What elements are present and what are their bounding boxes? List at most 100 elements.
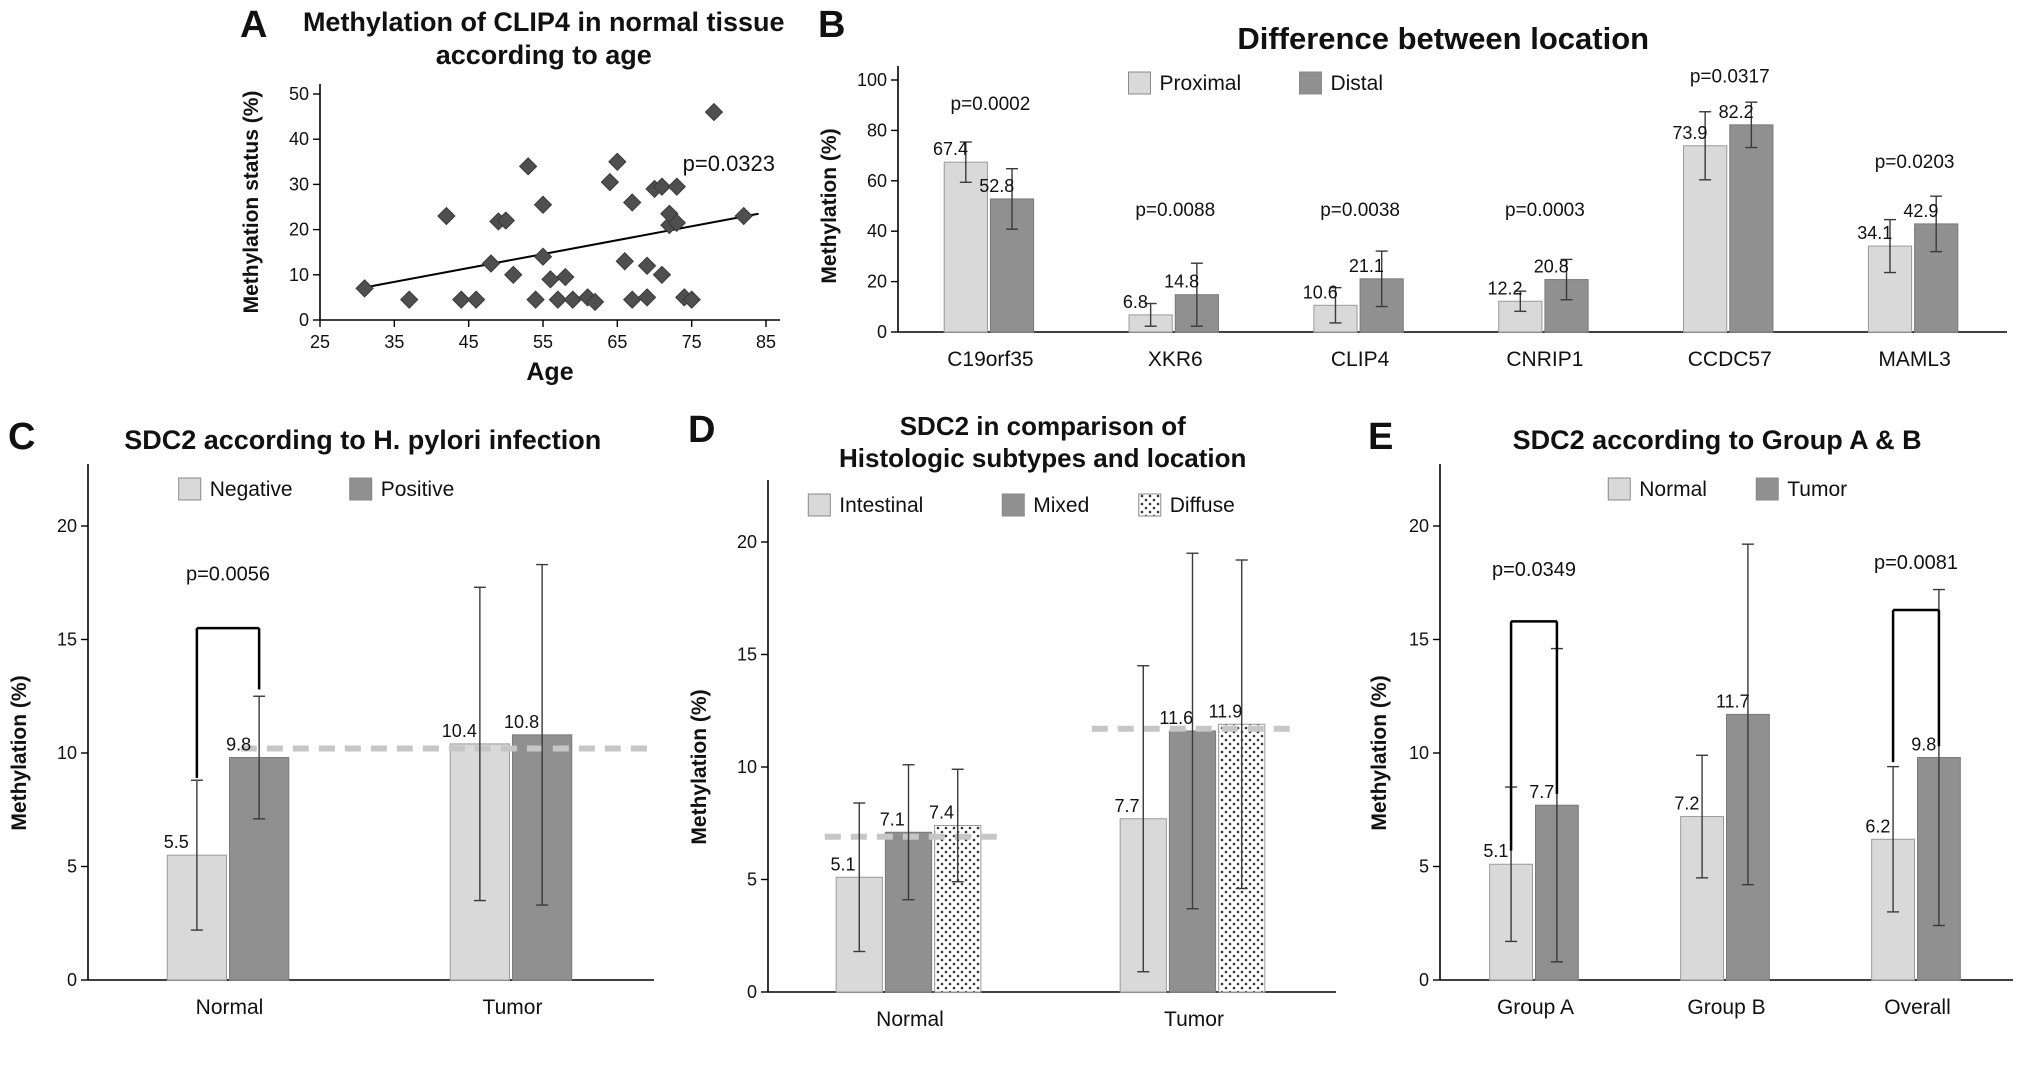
y-tick-label: 80 bbox=[867, 120, 887, 140]
legend-swatch-negative bbox=[178, 477, 202, 501]
panel-d-title: SDC2 in comparison of Histologic subtype… bbox=[729, 411, 1356, 474]
y-tick-label: 30 bbox=[289, 174, 309, 194]
trend-line bbox=[364, 212, 759, 289]
legend-swatch-normal bbox=[1607, 477, 1631, 501]
scatter-point bbox=[585, 292, 605, 312]
category-label: Tumor bbox=[483, 996, 543, 1019]
legend-label-tumor: Tumor bbox=[1787, 478, 1847, 501]
y-tick-label: 15 bbox=[737, 645, 757, 665]
bar-value-label: 10.8 bbox=[504, 712, 539, 732]
bar-value-label: 6.8 bbox=[1123, 292, 1148, 312]
scatter-point bbox=[548, 290, 568, 309]
bar-value-label: 7.2 bbox=[1674, 793, 1699, 813]
y-tick-label: 20 bbox=[289, 219, 309, 239]
y-tick-label: 50 bbox=[289, 84, 309, 104]
y-tick-label: 5 bbox=[747, 870, 757, 890]
legend-label-proximal: Proximal bbox=[1159, 72, 1241, 95]
scatter-point bbox=[504, 265, 523, 284]
bar-value-label: 9.8 bbox=[1911, 734, 1936, 754]
bar-value-label: 52.8 bbox=[979, 176, 1014, 196]
legend-swatch-intestinal bbox=[807, 493, 831, 517]
legend-label-normal: Normal bbox=[1639, 478, 1707, 501]
scatter-point bbox=[600, 172, 620, 192]
bar-value-label: 9.8 bbox=[226, 734, 251, 754]
scatter-point bbox=[533, 247, 553, 266]
panel-a-title: Methylation of CLIP4 in normal tissue ac… bbox=[281, 6, 806, 72]
y-tick-label: 0 bbox=[1419, 970, 1429, 990]
bar-value-label: 73.9 bbox=[1672, 123, 1707, 143]
scatter-point bbox=[541, 269, 560, 289]
panel-c-label: C bbox=[8, 416, 36, 458]
panel-b-title: Difference between location bbox=[859, 6, 2027, 58]
y-axis-title: Methylation (%) bbox=[818, 128, 841, 283]
bar-value-label: 34.1 bbox=[1857, 223, 1892, 243]
y-tick-label: 10 bbox=[57, 743, 77, 763]
panel-a-header: A Methylation of CLIP4 in normal tissue … bbox=[232, 0, 810, 72]
panel-b-title-line-1: Difference between location bbox=[1237, 21, 1650, 56]
y-tick-label: 5 bbox=[67, 856, 77, 876]
y-tick-label: 10 bbox=[1409, 743, 1429, 763]
category-label: CLIP4 bbox=[1331, 348, 1390, 371]
bar-value-label: 10.6 bbox=[1303, 282, 1338, 302]
panel-b-chart: 0 20 40 60 80 100 Methylation (%) C19orf35 XKR6 C… bbox=[810, 58, 2031, 390]
legend-label-positive: Positive bbox=[381, 478, 455, 501]
y-tick-label: 20 bbox=[737, 532, 757, 552]
scatter-point bbox=[652, 265, 672, 284]
legend-swatch-distal bbox=[1298, 71, 1322, 95]
category-label: Normal bbox=[876, 1008, 944, 1031]
legend-swatch-diffuse bbox=[1138, 493, 1162, 517]
bar-value-label: 7.4 bbox=[929, 803, 954, 823]
legend-label-diffuse: Diffuse bbox=[1170, 494, 1235, 517]
scatter-point bbox=[526, 290, 545, 309]
y-axis-title: Methylation (%) bbox=[688, 690, 711, 845]
scatter-point bbox=[399, 290, 419, 309]
y-tick-label: 100 bbox=[857, 70, 887, 90]
bar-value-label: 11.9 bbox=[1209, 702, 1243, 722]
y-tick-label: 10 bbox=[289, 265, 309, 285]
bar-value-label: 7.7 bbox=[1529, 782, 1554, 802]
scatter-chart-svg: 0 10 20 30 40 50 25 35 45 55 65 75 85 Methylation sta… bbox=[240, 83, 780, 386]
scatter-point bbox=[667, 177, 687, 196]
panel-c: C SDC2 according to H. pylori infection … bbox=[0, 412, 680, 1091]
bar-value-label: 10.4 bbox=[442, 721, 477, 741]
scatter-point bbox=[563, 290, 582, 309]
bar-value-label: 82.2 bbox=[1719, 102, 1754, 122]
p-value-annotation: p=0.0003 bbox=[1505, 200, 1585, 221]
category-label: CNRIP1 bbox=[1506, 348, 1583, 371]
legend-swatch-mixed bbox=[1001, 493, 1025, 517]
y-tick-label: 0 bbox=[877, 322, 887, 342]
y-tick-label: 15 bbox=[1409, 629, 1429, 649]
panel-d-chart: 0 5 10 15 20 Methylation (%) Normal Tumor 5.1 7.7… bbox=[680, 474, 1360, 1070]
bar-value-label: 12.2 bbox=[1488, 278, 1523, 298]
panel-c-chart: 0 5 10 15 20 Methylation (%) Normal Tumor 5.5 10.… bbox=[0, 458, 680, 1058]
panel-a-chart: 0 10 20 30 40 50 25 35 45 55 65 75 85 Methylation sta… bbox=[232, 72, 810, 390]
scatter-point bbox=[466, 290, 486, 309]
x-tick-label: 85 bbox=[756, 332, 776, 352]
scatter-point bbox=[533, 195, 553, 214]
panel-c-title: SDC2 according to H. pylori infection bbox=[49, 418, 676, 457]
legend-label-distal: Distal bbox=[1330, 72, 1383, 95]
p-value-annotation: p=0.0088 bbox=[1135, 200, 1215, 221]
y-tick-label: 5 bbox=[1419, 856, 1429, 876]
y-tick-label: 15 bbox=[57, 629, 77, 649]
category-label: Group A bbox=[1497, 996, 1574, 1019]
scatter-point bbox=[481, 254, 501, 273]
bar-ccdc57-distal bbox=[1729, 124, 1774, 333]
scatter-point bbox=[622, 193, 642, 212]
category-label: CCDC57 bbox=[1688, 348, 1772, 371]
category-label: C19orf35 bbox=[947, 348, 1033, 371]
p-value-annotation: p=0.0038 bbox=[1320, 200, 1400, 221]
bar-value-label: 42.9 bbox=[1903, 201, 1938, 221]
panel-d-label: D bbox=[688, 409, 716, 451]
y-tick-label: 40 bbox=[289, 129, 309, 149]
panel-e-title-line-1: SDC2 according to Group A & B bbox=[1512, 425, 1922, 455]
x-tick-label: 65 bbox=[607, 332, 627, 352]
panel-a-label: A bbox=[240, 4, 268, 46]
bar-value-label: 7.1 bbox=[880, 810, 905, 830]
scatter-point bbox=[615, 251, 634, 271]
bar-value-label: 67.4 bbox=[933, 139, 968, 159]
legend-label-negative: Negative bbox=[210, 478, 293, 501]
panel-a: A Methylation of CLIP4 in normal tissue … bbox=[0, 0, 820, 405]
y-tick-label: 0 bbox=[299, 310, 309, 330]
